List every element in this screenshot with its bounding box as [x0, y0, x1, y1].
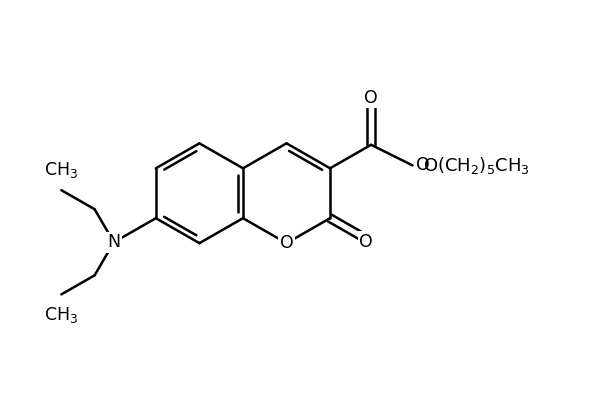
Text: O: O [359, 233, 373, 251]
Text: O(CH$_2$)$_5$CH$_3$: O(CH$_2$)$_5$CH$_3$ [422, 155, 529, 176]
Text: CH$_3$: CH$_3$ [44, 305, 79, 325]
Text: N: N [107, 233, 121, 251]
Text: O: O [416, 156, 430, 174]
Text: O: O [364, 89, 378, 107]
Text: O: O [280, 234, 293, 252]
Text: CH$_3$: CH$_3$ [44, 160, 79, 180]
